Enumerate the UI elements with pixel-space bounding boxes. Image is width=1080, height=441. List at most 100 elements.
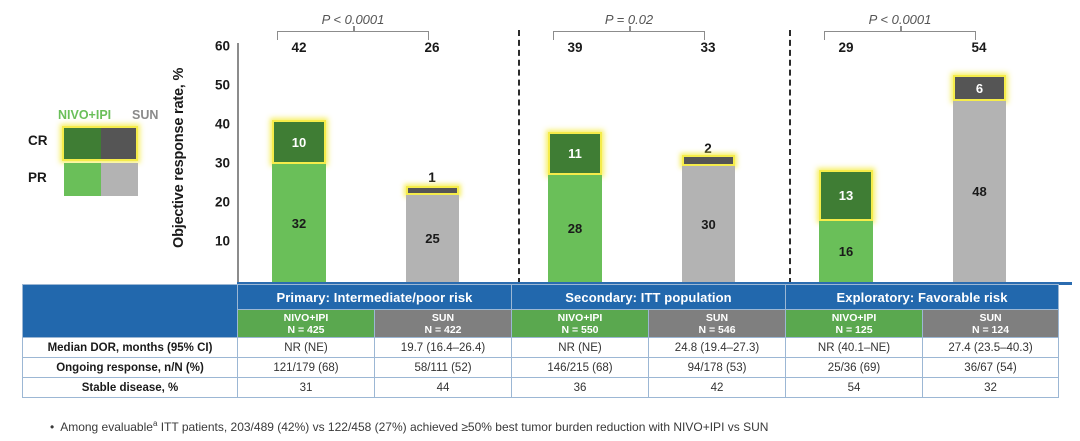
table-group-header-exploratory: Exploratory: Favorable risk: [785, 284, 1060, 310]
arm-n: N = 422: [424, 323, 462, 336]
table-group-header-row: Primary: Intermediate/poor risk Secondar…: [22, 284, 1060, 338]
table-cell: 54: [785, 377, 924, 398]
footnote-superscript: a: [152, 419, 158, 428]
table-row: Stable disease, % 31 44 36 42 54 32: [22, 377, 1060, 398]
table-arm-header-sun-1: SUN N = 422: [374, 309, 512, 338]
chart-baseline: [237, 282, 1072, 285]
table-arm-header-sun-3: SUN N = 124: [922, 309, 1060, 338]
arm-name: SUN: [705, 311, 729, 324]
chart-area: NIVO+IPI SUN CR PR Objective response ra…: [28, 12, 1072, 285]
table-arm-header-nivo-2: NIVO+IPI N = 550: [511, 309, 649, 338]
bar-total-g3-nivo: 29: [838, 40, 854, 55]
bar-g1-sun: 25: [406, 186, 459, 282]
table-row-label-ongoing-response: Ongoing response, n/N (%): [22, 357, 238, 378]
legend-swatch-cr-sun: [101, 128, 138, 161]
bar-g3-sun: 6 48: [953, 75, 1006, 282]
y-axis-ticks: 60 50 40 30 20 10: [196, 36, 230, 284]
table-group-header-secondary: Secondary: ITT population: [510, 284, 787, 310]
chart-legend: NIVO+IPI SUN CR PR: [28, 108, 178, 204]
bracket-tick-2: [629, 26, 631, 32]
table-cell: 19.7 (16.4–26.4): [374, 337, 512, 358]
y-tick-40: 40: [214, 116, 230, 132]
bar-seg-cr-g1-sun: [406, 186, 459, 195]
bar-seg-pr-g3-sun: 48: [953, 101, 1006, 282]
bar-total-g2-sun: 33: [700, 40, 716, 55]
table-cell: 121/179 (68): [237, 357, 375, 378]
arm-n: N = 125: [835, 323, 873, 336]
table-cell: 31: [237, 377, 375, 398]
table-cell: 27.4 (23.5–40.3): [922, 337, 1060, 358]
table-arm-header-row: NIVO+IPI N = 425 SUN N = 422 NIVO+IPI N …: [23, 309, 1060, 338]
table-group-header-primary: Primary: Intermediate/poor risk: [237, 284, 512, 310]
y-tick-20: 20: [214, 194, 230, 210]
table-corner-cell: [22, 284, 238, 338]
bar-seg-cr-g2-sun: [682, 155, 735, 166]
table-cell: 36/67 (54): [922, 357, 1060, 378]
bar-seg-cr-g3-sun: 6: [953, 75, 1006, 101]
pvalue-label-group-1: P < 0.0001: [321, 12, 385, 27]
table-row: Ongoing response, n/N (%) 121/179 (68) 5…: [22, 357, 1060, 378]
bar-total-g1-sun: 26: [424, 40, 440, 55]
arm-name: NIVO+IPI: [557, 311, 603, 324]
bracket-line-1: [277, 26, 429, 40]
group-divider-1: [518, 30, 520, 284]
footnote: • Among evaluablea ITT patients, 203/489 …: [50, 419, 1060, 434]
table-cell: 58/111 (52): [374, 357, 512, 378]
legend-header-sun: SUN: [132, 108, 159, 122]
table-cell: NR (40.1–NE): [785, 337, 924, 358]
bar-seg-cr-g1-nivo: 10: [272, 120, 326, 164]
table-row-label-stable-disease: Stable disease, %: [22, 377, 238, 398]
arm-n: N = 425: [287, 323, 325, 336]
table-row: Median DOR, months (95% CI) NR (NE) 19.7…: [22, 337, 1060, 358]
bar-g2-sun: 30: [682, 155, 735, 282]
table-cell: 146/215 (68): [511, 357, 649, 378]
legend-header-nivo: NIVO+IPI: [58, 108, 112, 122]
table-cell: 44: [374, 377, 512, 398]
arm-n: N = 124: [971, 323, 1010, 336]
bar-seg-cr-g2-nivo: 11: [548, 132, 602, 175]
footnote-text-before: Among evaluable: [60, 420, 153, 434]
bar-seg-pr-g3-nivo: 16: [819, 221, 873, 282]
table-cell: 42: [647, 377, 787, 398]
footnote-bullet-icon: •: [50, 420, 55, 434]
bar-g3-nivo: 13 16: [819, 170, 873, 282]
y-tick-60: 60: [214, 38, 230, 54]
bar-g2-nivo: 11 28: [548, 132, 602, 282]
bar-total-g2-nivo: 39: [567, 40, 583, 55]
y-tick-50: 50: [214, 77, 230, 93]
y-axis-line: [237, 43, 239, 284]
table-cell: NR (NE): [237, 337, 375, 358]
bar-total-g1-nivo: 42: [291, 40, 307, 55]
bracket-tick-1: [353, 26, 355, 32]
arm-name: NIVO+IPI: [283, 311, 329, 324]
summary-table: Primary: Intermediate/poor risk Secondar…: [22, 284, 1060, 398]
pvalue-label-group-2: P = 0.02: [604, 12, 654, 27]
bar-seg-cr-label-g2-sun: 2: [704, 141, 712, 156]
table-cell: 24.8 (19.4–27.3): [647, 337, 787, 358]
arm-n: N = 550: [561, 323, 599, 336]
table-arm-header-sun-2: SUN N = 546: [647, 309, 787, 338]
bar-seg-pr-g1-sun: 25: [406, 195, 459, 282]
footnote-text-after: ITT patients, 203/489 (42%) vs 122/458 (…: [157, 420, 769, 434]
group-divider-2: [789, 30, 791, 284]
table-arm-header-nivo-1: NIVO+IPI N = 425: [237, 309, 375, 338]
legend-swatch-pr-nivo: [64, 163, 101, 196]
bracket-line-2: [553, 26, 705, 40]
table-arm-header-nivo-3: NIVO+IPI N = 125: [785, 309, 924, 338]
table-row-label-median-dor: Median DOR, months (95% CI): [22, 337, 238, 358]
legend-swatch-cr-nivo: [64, 128, 101, 161]
bar-g1-nivo: 10 32: [272, 120, 326, 282]
bar-seg-cr-label-g1-sun: 1: [428, 170, 436, 185]
legend-swatch-pr-sun: [101, 163, 138, 196]
bracket-line-3: [824, 26, 976, 40]
bar-seg-pr-g2-sun: 30: [682, 166, 735, 282]
arm-n: N = 546: [698, 323, 736, 336]
bracket-tick-3: [900, 26, 902, 32]
y-axis-title: Objective response rate, %: [171, 67, 187, 249]
table-cell: 36: [511, 377, 649, 398]
arm-name: SUN: [979, 311, 1002, 324]
arm-name: NIVO+IPI: [831, 311, 877, 324]
table-cell: 94/178 (53): [647, 357, 787, 378]
table-cell: 25/36 (69): [785, 357, 924, 378]
table-cell: 32: [922, 377, 1060, 398]
